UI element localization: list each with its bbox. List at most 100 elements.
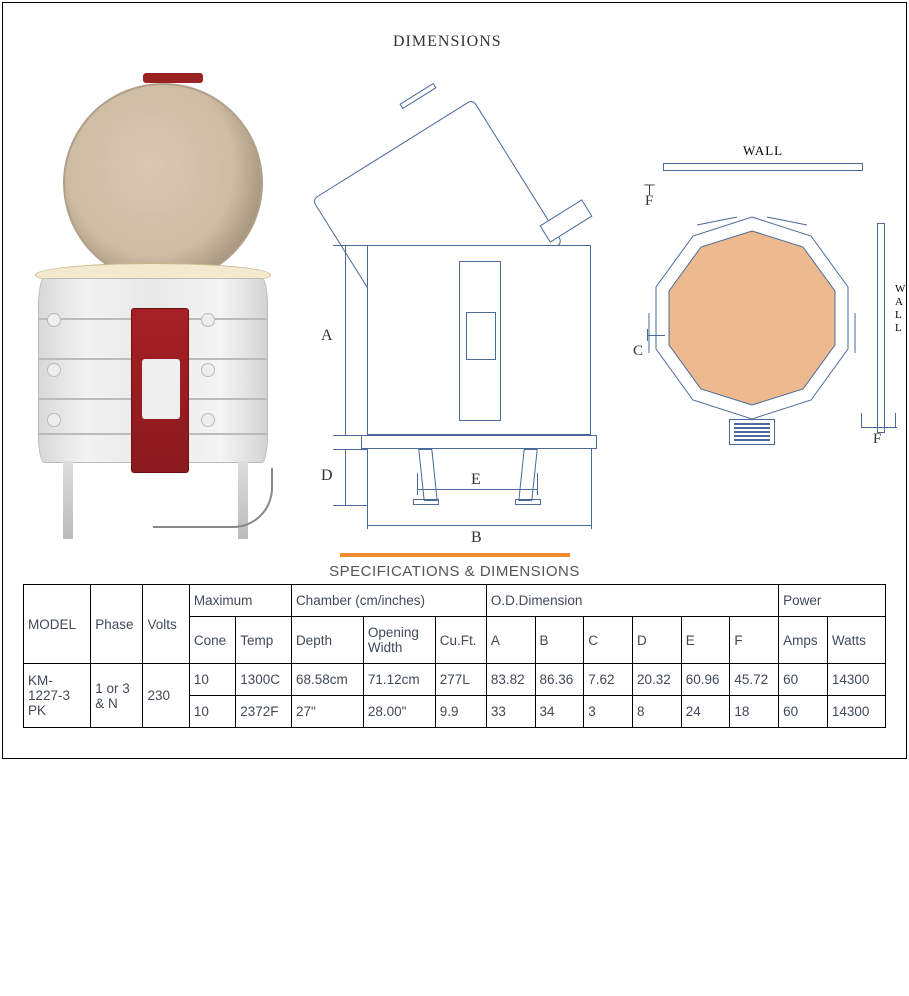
th-f: F bbox=[730, 617, 779, 664]
spec-header: SPECIFICATIONS & DIMENSIONS bbox=[23, 553, 886, 580]
td-phase: 1 or 3 & N bbox=[91, 664, 143, 728]
kiln-top-view bbox=[647, 213, 857, 423]
th-power: Power bbox=[779, 585, 886, 617]
kiln-leg bbox=[63, 461, 73, 539]
td: 14300 bbox=[827, 664, 885, 696]
dim-line bbox=[537, 473, 538, 495]
latch-icon bbox=[201, 313, 215, 327]
dim-line bbox=[647, 335, 665, 336]
th-opening: Opening Width bbox=[363, 617, 435, 664]
td: 86.36 bbox=[535, 664, 584, 696]
td: 60 bbox=[779, 696, 828, 728]
wall-horizontal bbox=[663, 163, 863, 171]
peephole-icon bbox=[47, 363, 61, 377]
td: 28.00" bbox=[363, 696, 435, 728]
th-amps: Amps bbox=[779, 617, 828, 664]
dim-label-f: F bbox=[645, 193, 653, 210]
td: 9.9 bbox=[435, 696, 486, 728]
diagram-leg bbox=[418, 449, 437, 501]
accent-rule bbox=[340, 553, 570, 557]
th-volts: Volts bbox=[143, 585, 189, 664]
th-b: B bbox=[535, 617, 584, 664]
wall-label-vertical: WALL bbox=[895, 283, 906, 335]
th-watts: Watts bbox=[827, 617, 885, 664]
td: 10 bbox=[189, 664, 235, 696]
kiln-handle bbox=[143, 73, 203, 83]
table-row: KM-1227-3 PK 1 or 3 & N 230 10 1300C 68.… bbox=[24, 664, 886, 696]
dim-line bbox=[417, 489, 537, 490]
dim-line bbox=[345, 245, 346, 435]
dim-line bbox=[333, 245, 367, 246]
diagram-lid-handle bbox=[399, 83, 436, 109]
diagram-foot bbox=[515, 499, 541, 505]
th-maximum: Maximum bbox=[189, 585, 291, 617]
td: 20.32 bbox=[632, 664, 681, 696]
dim-label-b: B bbox=[471, 529, 482, 547]
peephole-icon bbox=[47, 413, 61, 427]
dim-line bbox=[417, 473, 418, 495]
diagram-foot bbox=[413, 499, 439, 505]
th-cuft: Cu.Ft. bbox=[435, 617, 486, 664]
td: 277L bbox=[435, 664, 486, 696]
th-od: O.D.Dimension bbox=[486, 585, 778, 617]
side-diagram: A D B E bbox=[313, 73, 633, 533]
dim-line bbox=[861, 413, 862, 427]
dim-line bbox=[333, 435, 367, 436]
th-a: A bbox=[486, 617, 535, 664]
th-cone: Cone bbox=[189, 617, 235, 664]
dim-label-d: D bbox=[321, 467, 333, 485]
dim-line bbox=[333, 449, 367, 450]
th-chamber: Chamber (cm/inches) bbox=[291, 585, 486, 617]
diagram-base bbox=[361, 435, 597, 449]
th-temp: Temp bbox=[236, 617, 292, 664]
wall-label: WALL bbox=[743, 143, 783, 159]
spec-table: MODEL Phase Volts Maximum Chamber (cm/in… bbox=[23, 584, 886, 728]
table-row: MODEL Phase Volts Maximum Chamber (cm/in… bbox=[24, 585, 886, 617]
th-c: C bbox=[584, 617, 633, 664]
decagon-icon bbox=[647, 213, 857, 423]
td: 34 bbox=[535, 696, 584, 728]
page-container: DIMENSIONS A D bbox=[2, 2, 907, 759]
top-section: DIMENSIONS A D bbox=[23, 13, 886, 533]
peephole-icon bbox=[47, 313, 61, 327]
td: 7.62 bbox=[584, 664, 633, 696]
diagram-leg bbox=[518, 449, 537, 501]
td: 1300C bbox=[236, 664, 292, 696]
kiln-controller bbox=[131, 308, 189, 473]
product-photo bbox=[23, 63, 283, 523]
td: 68.58cm bbox=[291, 664, 363, 696]
td: 60.96 bbox=[681, 664, 730, 696]
dim-label-f2: F bbox=[873, 431, 881, 448]
th-depth: Depth bbox=[291, 617, 363, 664]
dim-line bbox=[333, 505, 367, 506]
th-model: MODEL bbox=[24, 585, 91, 664]
td: 8 bbox=[632, 696, 681, 728]
dim-label-e: E bbox=[471, 471, 481, 489]
power-cord bbox=[153, 468, 273, 528]
td: 2372F bbox=[236, 696, 292, 728]
latch-icon bbox=[201, 413, 215, 427]
diagram-controller-top bbox=[729, 419, 775, 445]
td: 60 bbox=[779, 664, 828, 696]
th-e: E bbox=[681, 617, 730, 664]
top-diagram: WALL ⊤ F WALL C bbox=[633, 143, 909, 503]
th-phase: Phase bbox=[91, 585, 143, 664]
td-volts: 230 bbox=[143, 664, 189, 728]
spec-title: SPECIFICATIONS & DIMENSIONS bbox=[23, 563, 886, 580]
dim-line bbox=[895, 413, 896, 427]
dim-label-c: C bbox=[633, 343, 643, 360]
diagram-controller bbox=[459, 261, 501, 421]
td: 33 bbox=[486, 696, 535, 728]
wall-vertical bbox=[877, 223, 885, 433]
dim-line bbox=[345, 449, 346, 505]
dim-line bbox=[367, 525, 591, 526]
dimensions-title: DIMENSIONS bbox=[393, 33, 502, 51]
td-model: KM-1227-3 PK bbox=[24, 664, 91, 728]
td: 45.72 bbox=[730, 664, 779, 696]
dim-line bbox=[861, 427, 897, 428]
td: 24 bbox=[681, 696, 730, 728]
dim-line bbox=[591, 449, 592, 529]
dim-line bbox=[367, 449, 368, 529]
dim-line bbox=[647, 329, 648, 341]
td: 10 bbox=[189, 696, 235, 728]
